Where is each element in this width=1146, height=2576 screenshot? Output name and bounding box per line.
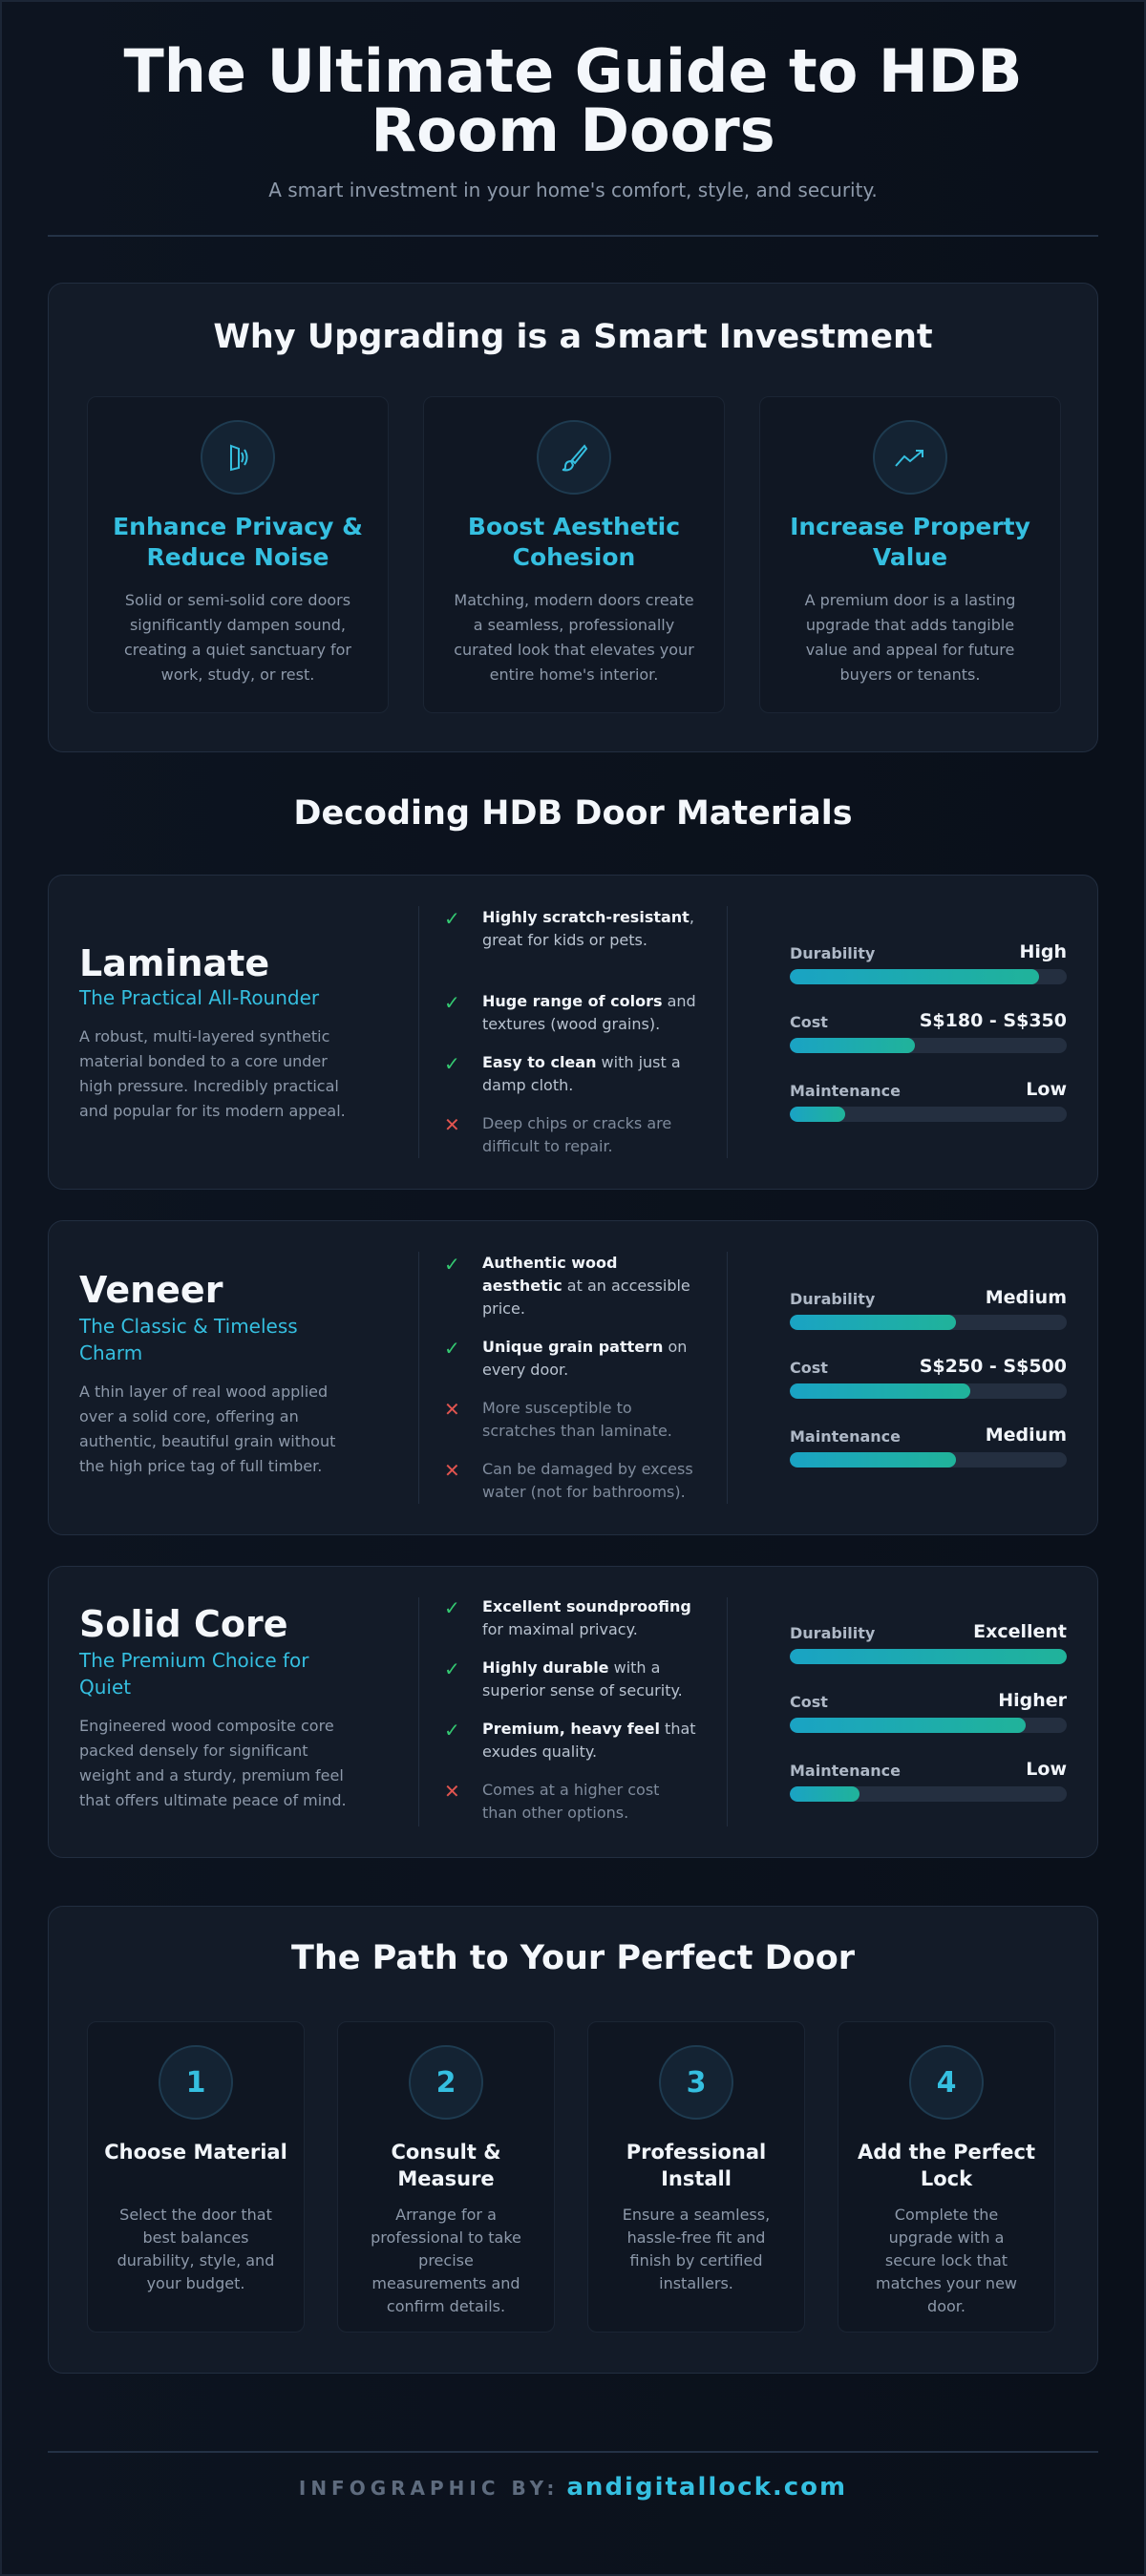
column-divider — [727, 1252, 728, 1504]
benefit-card-aesthetic: Boost Aesthetic Cohesion Matching, moder… — [423, 396, 725, 713]
footer-site-link[interactable]: andigitallock.com — [566, 2473, 848, 2502]
stat-bar — [790, 1786, 1067, 1802]
material-name: Laminate — [79, 942, 270, 984]
step-text: Complete the upgrade with a secure lock … — [876, 2206, 1017, 2315]
material-description: A robust, multi-layered synthetic materi… — [79, 1027, 346, 1120]
check-icon: ✓ — [444, 1253, 460, 1276]
footer: INFOGRAPHIC BY: andigitallock.com — [48, 2473, 1098, 2502]
step-number: 4 — [909, 2045, 984, 2120]
check-icon: ✓ — [444, 1658, 460, 1680]
stat-bar — [790, 1649, 1067, 1664]
materials-title: Decoding HDB Door Materials — [293, 794, 853, 833]
stat-bar — [790, 1315, 1067, 1330]
footer-label: INFOGRAPHIC BY: — [298, 2477, 560, 2500]
why-panel: Why Upgrading is a Smart Investment Enha… — [48, 283, 1098, 752]
con-item: ✕ Deep chips or cracks are difficult to r… — [444, 1113, 672, 1155]
benefit-text: Solid or semi-solid core doors significa… — [123, 591, 352, 684]
check-icon: ✓ — [444, 1719, 460, 1742]
benefit-title: Increase Property Value — [790, 513, 1030, 571]
pro-item: ✓ Highly durable with a superior sense of… — [444, 1658, 683, 1700]
cross-icon: ✕ — [444, 1459, 460, 1482]
check-icon: ✓ — [444, 1596, 460, 1619]
con-item: ✕ More susceptible to scratches than lami… — [444, 1398, 672, 1440]
step-title: Professional Install — [626, 2141, 767, 2190]
step-card-4: 4 Add the Perfect Lock Complete the upgr… — [838, 2021, 1055, 2333]
paintbrush-icon — [537, 420, 611, 495]
step-number: 3 — [659, 2045, 733, 2120]
material-tagline: The Premium Choice for Quiet — [79, 1649, 309, 1699]
material-card-laminate: Laminate The Practical All-Rounder A rob… — [48, 875, 1098, 1190]
step-card-3: 3 Professional Install Ensure a seamless… — [587, 2021, 805, 2333]
step-text: Ensure a seamless, hassle-free fit and f… — [622, 2206, 771, 2292]
trend-up-icon — [873, 420, 947, 495]
benefit-card-value: Increase Property Value A premium door i… — [759, 396, 1061, 713]
header-divider — [48, 235, 1098, 237]
material-card-veneer: Veneer The Classic & Timeless Charm A th… — [48, 1220, 1098, 1535]
column-divider — [727, 1597, 728, 1826]
pro-item: ✓ Premium, heavy feel that exudes quality… — [444, 1719, 696, 1761]
check-icon: ✓ — [444, 907, 460, 930]
material-name: Solid Core — [79, 1603, 288, 1645]
check-icon: ✓ — [444, 991, 460, 1014]
stat-bar — [790, 1038, 1067, 1053]
benefit-title: Boost Aesthetic Cohesion — [467, 513, 681, 571]
benefit-text: Matching, modern doors create a seamless… — [454, 591, 694, 684]
material-description: Engineered wood composite core packed de… — [79, 1717, 347, 1809]
why-title: Why Upgrading is a Smart Investment — [213, 318, 933, 356]
step-number: 2 — [409, 2045, 483, 2120]
pro-item: ✓ Easy to clean with just a damp cloth. — [444, 1052, 681, 1094]
step-card-1: 1 Choose Material Select the door that b… — [87, 2021, 305, 2333]
pro-item: ✓ Excellent soundproofing for maximal pri… — [444, 1596, 691, 1638]
path-panel: The Path to Your Perfect Door 1 Choose M… — [48, 1906, 1098, 2374]
pro-item: ✓ Authentic wood aesthetic at an accessib… — [444, 1253, 690, 1318]
path-title: The Path to Your Perfect Door — [290, 1939, 856, 1977]
door-sound-icon — [201, 420, 275, 495]
stat-bar — [790, 1107, 1067, 1122]
check-icon: ✓ — [444, 1052, 460, 1075]
benefit-card-privacy: Enhance Privacy & Reduce Noise Solid or … — [87, 396, 389, 713]
stat-bar — [790, 969, 1067, 984]
page-title: The Ultimate Guide to HDB Room Doors — [123, 36, 1023, 165]
pro-item: ✓ Highly scratch-resistant, great for kid… — [444, 907, 694, 949]
footer-divider — [48, 2451, 1098, 2453]
material-tagline: The Classic & Timeless Charm — [79, 1315, 298, 1364]
check-icon: ✓ — [444, 1337, 460, 1360]
column-divider — [727, 906, 728, 1158]
pro-item: ✓ Huge range of colors and textures (wood… — [444, 991, 696, 1033]
con-item: ✕ Comes at a higher cost than other optio… — [444, 1780, 660, 1822]
material-tagline: The Practical All-Rounder — [79, 986, 320, 1009]
step-number: 1 — [159, 2045, 233, 2120]
benefit-title: Enhance Privacy & Reduce Noise — [113, 513, 363, 571]
column-divider — [418, 906, 419, 1158]
cross-icon: ✕ — [444, 1398, 460, 1421]
material-description: A thin layer of real wood applied over a… — [79, 1383, 336, 1475]
step-text: Arrange for a professional to take preci… — [371, 2206, 521, 2315]
page-subtitle: A smart investment in your home's comfor… — [268, 179, 878, 201]
cross-icon: ✕ — [444, 1780, 460, 1803]
column-divider — [418, 1252, 419, 1504]
step-card-2: 2 Consult & Measure Arrange for a profes… — [337, 2021, 555, 2333]
benefit-text: A premium door is a lasting upgrade that… — [804, 591, 1016, 684]
column-divider — [418, 1597, 419, 1826]
cross-icon: ✕ — [444, 1113, 460, 1136]
material-name: Veneer — [79, 1269, 223, 1311]
material-card-solid-core: Solid Core The Premium Choice for Quiet … — [48, 1566, 1098, 1858]
step-title: Consult & Measure — [391, 2141, 501, 2190]
step-title: Choose Material — [104, 2141, 287, 2164]
pro-item: ✓ Unique grain pattern on every door. — [444, 1337, 688, 1379]
stat-bar — [790, 1383, 1067, 1399]
step-title: Add the Perfect Lock — [857, 2141, 1036, 2190]
stat-bar — [790, 1452, 1067, 1467]
stat-bar — [790, 1718, 1067, 1733]
con-item: ✕ Can be damaged by excess water (not for… — [444, 1459, 693, 1501]
step-text: Select the door that best balances durab… — [117, 2206, 275, 2292]
